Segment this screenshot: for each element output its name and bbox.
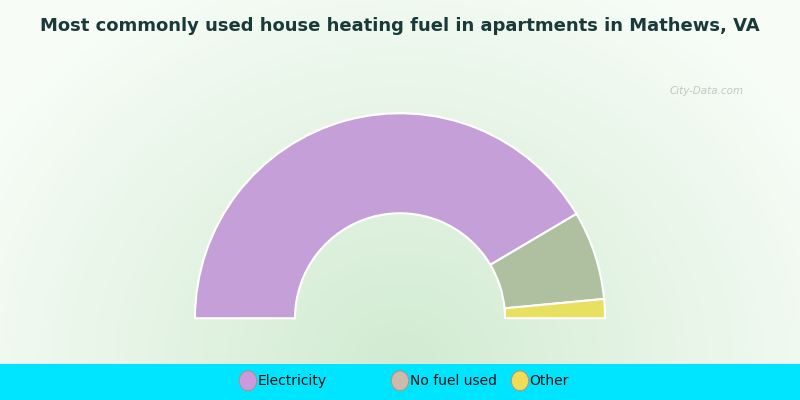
Ellipse shape [239,371,257,391]
Ellipse shape [391,371,409,391]
Wedge shape [195,113,577,318]
Text: Most commonly used house heating fuel in apartments in Mathews, VA: Most commonly used house heating fuel in… [40,17,760,35]
Text: Electricity: Electricity [258,374,326,388]
Ellipse shape [511,371,529,391]
Text: Other: Other [530,374,569,388]
Wedge shape [490,214,604,308]
Text: No fuel used: No fuel used [410,374,497,388]
Wedge shape [505,299,605,318]
Text: City-Data.com: City-Data.com [670,86,744,96]
